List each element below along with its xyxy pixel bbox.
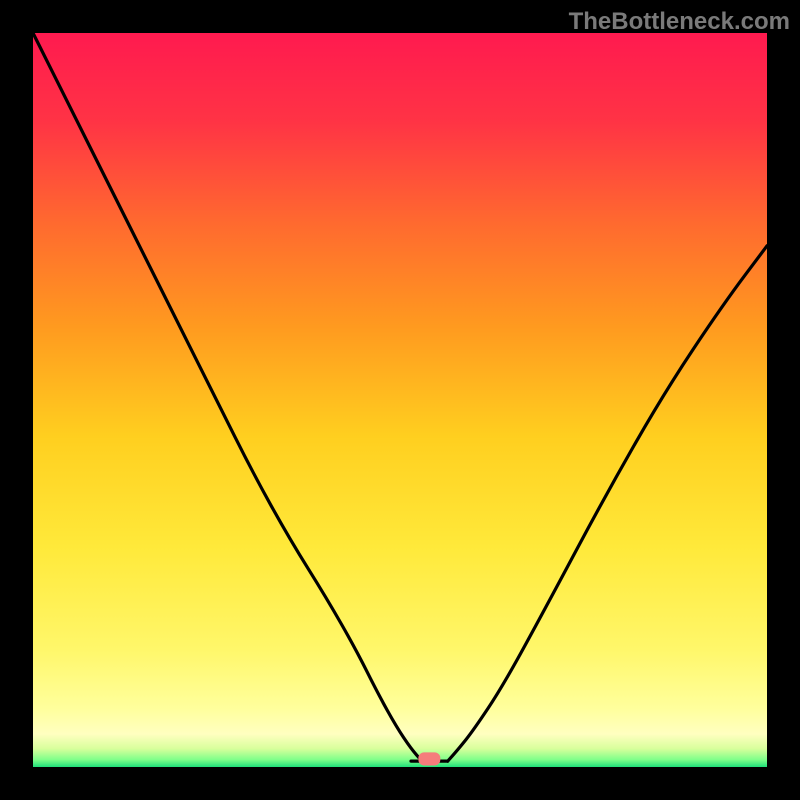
gradient-background (33, 33, 767, 767)
chart-container: TheBottleneck.com (0, 0, 800, 800)
chart-svg (33, 33, 767, 767)
optimal-marker (418, 752, 440, 765)
plot-area (33, 33, 767, 767)
watermark-label: TheBottleneck.com (569, 8, 790, 36)
